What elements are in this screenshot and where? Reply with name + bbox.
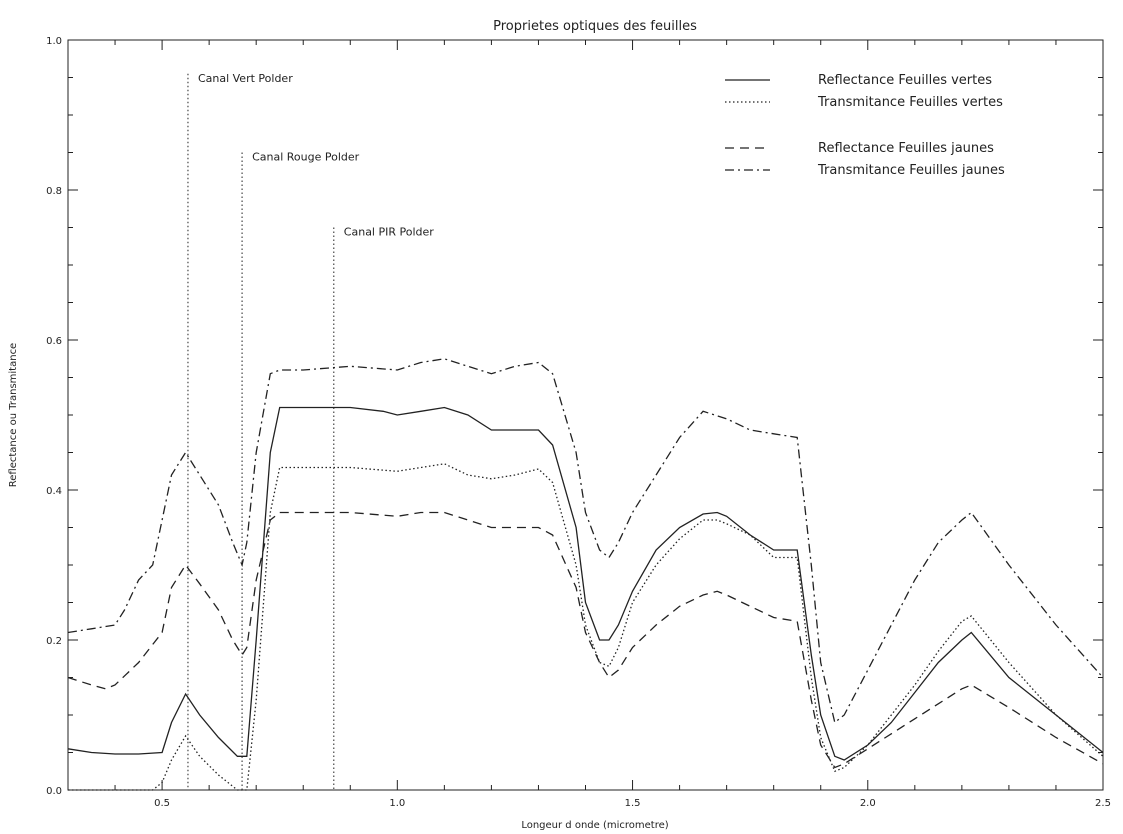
y-tick-label: 0.6: [46, 336, 62, 347]
legend-label: Transmitance Feuilles vertes: [817, 95, 1003, 110]
y-tick-label: 0.4: [46, 486, 62, 497]
channel-marker-label: Canal Vert Polder: [198, 72, 293, 85]
series-line-transmitance-feuilles-jaunes: [67, 358, 1104, 724]
legend-label: Reflectance Feuilles vertes: [818, 73, 992, 88]
x-tick-label: 1.0: [389, 798, 405, 809]
x-tick-labels: 0.5 1.0 1.5 2.0 2.5: [154, 798, 1111, 809]
x-tick-label: 1.5: [625, 798, 641, 809]
series-lines: [67, 358, 1104, 791]
y-axis-label: Reflectance ou Transmitance: [8, 343, 19, 487]
chart-title: Proprietes optiques des feuilles: [493, 19, 697, 34]
y-tick-labels: 0.0 0.2 0.4 0.6 0.8 1.0: [46, 36, 62, 797]
legend-label: Transmitance Feuilles jaunes: [817, 163, 1005, 178]
series-line-reflectance-feuilles-vertes: [67, 406, 1104, 761]
channel-marker-label: Canal PIR Polder: [344, 226, 434, 239]
x-tick-label: 2.5: [1095, 798, 1111, 809]
x-axis-label: Longeur d onde (micrometre): [521, 820, 668, 831]
channel-marker-label: Canal Rouge Polder: [252, 151, 360, 164]
y-tick-label: 1.0: [46, 36, 62, 47]
y-tick-label: 0.2: [46, 636, 62, 647]
x-tick-label: 2.0: [860, 798, 876, 809]
channel-annotations: Canal Vert Polder Canal Rouge Polder Canal…: [187, 72, 434, 790]
legend-label: Reflectance Feuilles jaunes: [818, 141, 994, 156]
y-tick-label: 0.0: [46, 786, 62, 797]
legend: Reflectance Feuilles vertes Transmitance …: [725, 73, 1005, 178]
x-tick-label: 0.5: [154, 798, 170, 809]
axis-ticks: [67, 39, 1104, 791]
series-line-reflectance-feuilles-jaunes: [67, 511, 1104, 769]
y-tick-label: 0.8: [46, 186, 62, 197]
